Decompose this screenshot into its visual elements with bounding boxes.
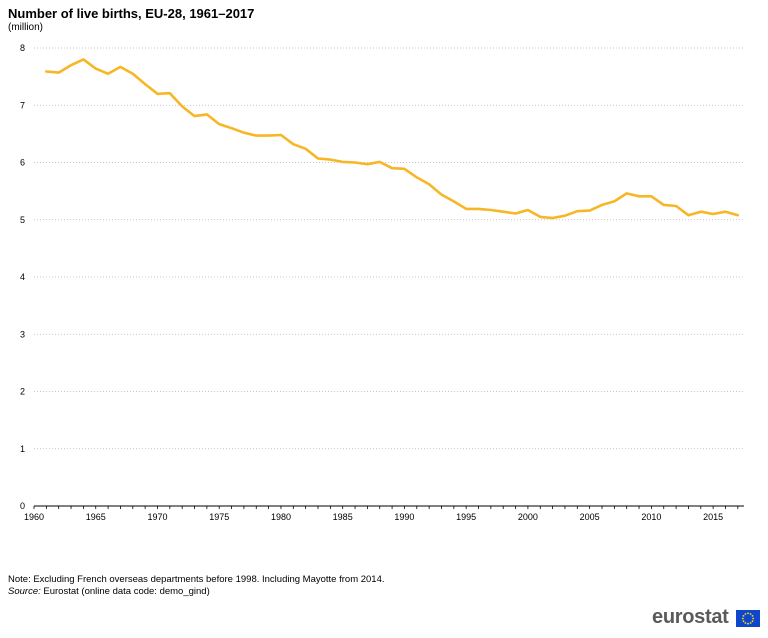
gridlines	[34, 47, 744, 450]
y-tick-label: 2	[20, 387, 25, 397]
y-tick-label: 7	[20, 100, 25, 110]
footnote: Note: Excluding French overseas departme…	[8, 574, 385, 598]
x-tick-label: 2010	[641, 512, 661, 522]
unit-label: (million)	[8, 22, 43, 33]
y-tick-label: 3	[20, 329, 25, 339]
logo-text: eurostat	[652, 606, 729, 628]
x-tick-label: 1990	[394, 512, 414, 522]
eurostat-logo: eurostat	[652, 606, 762, 630]
x-tick-label: 2000	[518, 512, 538, 522]
x-tick-label: 2005	[580, 512, 600, 522]
eu-flag-icon	[736, 610, 760, 627]
y-axis-ticks: 0 1 2 3 4 5 6 7 8	[20, 43, 25, 511]
x-axis-ticks: 1960 1965 1970 1975 1980 1985 1990 1995 2000 2005…	[24, 506, 739, 522]
source-line: Source: Eurostat (online data code: demo…	[8, 586, 385, 598]
source-text: Eurostat (online data code: demo_gind)	[40, 586, 210, 597]
x-tick-label: 1970	[147, 512, 167, 522]
x-tick-label: 1975	[209, 512, 229, 522]
x-tick-label: 1960	[24, 512, 44, 522]
source-label: Source:	[8, 586, 41, 597]
x-tick-label: 2015	[703, 512, 723, 522]
series-layer	[44, 58, 740, 220]
x-tick-label: 1980	[271, 512, 291, 522]
y-tick-label: 6	[20, 158, 25, 168]
note-text: Note: Excluding French overseas departme…	[8, 574, 385, 585]
y-tick-label: 5	[20, 215, 25, 225]
y-tick-label: 8	[20, 43, 25, 53]
y-tick-label: 1	[20, 444, 25, 454]
x-tick-label: 1965	[86, 512, 106, 522]
series-line	[44, 58, 740, 220]
x-tick-label: 1985	[333, 512, 353, 522]
chart-title: Number of live births, EU-28, 1961–2017	[8, 6, 255, 21]
x-tick-label: 1995	[456, 512, 476, 522]
y-tick-label: 0	[20, 501, 25, 511]
y-tick-label: 4	[20, 272, 25, 282]
